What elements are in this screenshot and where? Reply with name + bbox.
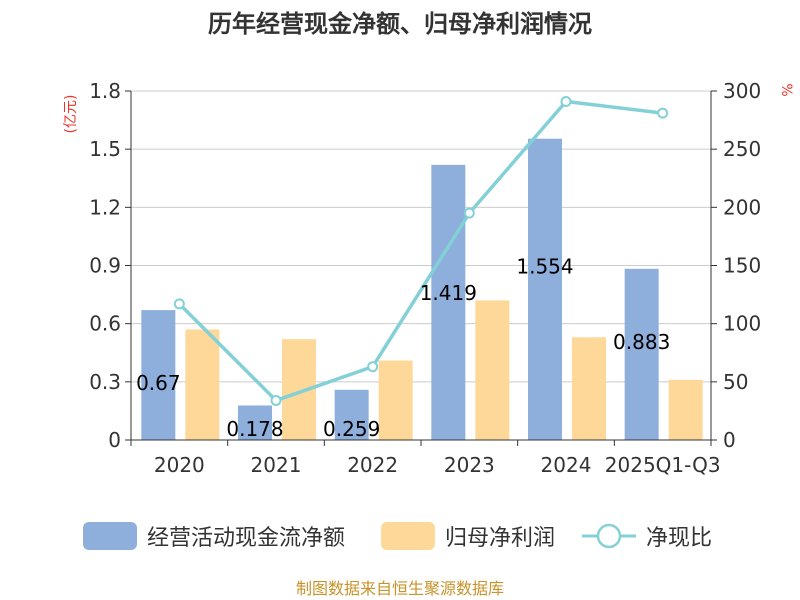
chart-title: 历年经营现金净额、归母净利润情况 — [208, 10, 592, 38]
left-tick-label: 0 — [108, 428, 121, 452]
ratio-point — [657, 107, 669, 119]
cashflow-bar — [624, 268, 659, 440]
x-tick-label: 2023 — [444, 453, 495, 477]
legend-label-ratio: 净现比 — [646, 526, 712, 551]
cashflow-value-label: 1.554 — [516, 255, 573, 279]
left-tick-label: 1.2 — [89, 195, 121, 219]
profit-bar — [572, 337, 606, 440]
cashflow-bar — [334, 389, 369, 440]
cashflow-bar — [238, 405, 272, 440]
legend-swatch-marker — [596, 523, 622, 549]
data-labels: 0.67 0.178 0.259 1.419 1.554 0.883 — [136, 255, 670, 441]
ratio-line — [173, 95, 669, 406]
left-tick-label: 1.5 — [89, 137, 121, 161]
grid — [131, 90, 711, 383]
left-tick-label: 0.3 — [89, 370, 121, 394]
profit-bar — [668, 379, 703, 440]
source-note: 制图数据来自恒生聚源数据库 — [296, 579, 504, 598]
right-tick-label: 0 — [723, 428, 736, 452]
left-axis-unit: (亿元) — [63, 95, 79, 134]
right-axis-unit: % — [778, 83, 794, 96]
cashflow-value-label: 1.419 — [420, 281, 477, 305]
left-tick-label: 0.6 — [89, 312, 121, 336]
ratio-point — [463, 207, 475, 219]
right-tick-label: 300 — [723, 79, 761, 103]
cashflow-value-label: 0.67 — [136, 371, 181, 395]
legend-swatch-cashflow — [83, 522, 137, 550]
cashflow-bar — [141, 310, 176, 440]
legend-label-profit: 归母净利润 — [445, 526, 555, 551]
right-tick-label: 50 — [723, 370, 748, 394]
ratio-point — [270, 394, 282, 406]
legend-label-cashflow: 经营活动现金流净额 — [147, 526, 345, 551]
right-tick-label: 100 — [723, 312, 761, 336]
legend-swatch-profit — [381, 522, 435, 550]
cashflow-value-label: 0.259 — [323, 417, 380, 441]
ratio-point — [560, 95, 572, 107]
cashflow-bar — [528, 138, 562, 441]
cashflow-value-label: 0.883 — [613, 330, 670, 354]
x-tick-label: 2022 — [347, 453, 398, 477]
profit-bar — [378, 360, 413, 440]
profit-bar — [475, 300, 510, 440]
x-tick-label: 2021 — [251, 453, 302, 477]
right-tick-label: 200 — [723, 195, 761, 219]
cashflow-bar — [431, 164, 466, 440]
legend: 经营活动现金流净额 归母净利润 净现比 — [83, 522, 712, 551]
ratio-point — [173, 298, 185, 310]
right-tick-label: 150 — [723, 254, 761, 278]
left-tick-label: 1.8 — [89, 79, 121, 103]
x-tick-label: 2020 — [154, 453, 205, 477]
x-tick-label: 2024 — [541, 453, 592, 477]
x-tick-label: 2025Q1-Q3 — [605, 453, 721, 477]
bars — [141, 138, 703, 441]
left-tick-label: 0.9 — [89, 254, 121, 278]
ratio-line-path — [178, 99, 663, 403]
axes: 0 0.3 0.6 0.9 1.2 1.5 1.8 0 50 100 150 200 250 300 202… — [89, 79, 761, 477]
cashflow-value-label: 0.178 — [226, 417, 283, 441]
right-tick-label: 250 — [723, 137, 761, 161]
profit-bar — [185, 329, 220, 440]
ratio-point — [367, 361, 379, 373]
